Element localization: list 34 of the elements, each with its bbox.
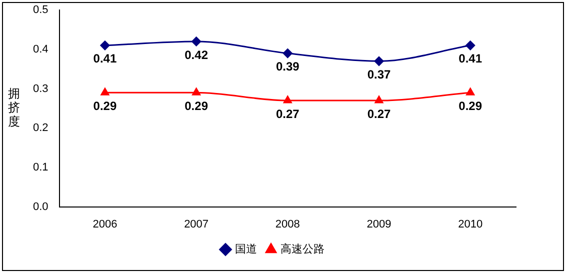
y-tick-label: 0.4 [32, 43, 48, 56]
point [192, 36, 202, 46]
y-tick-label: 0.0 [32, 200, 48, 213]
x-tick-label: 2008 [275, 218, 300, 230]
x-tick-label: 2010 [458, 218, 483, 230]
data-label: 0.37 [367, 67, 391, 82]
y-tick-label: 0.2 [32, 122, 48, 134]
y-axis-title: 拥挤度 [8, 86, 20, 129]
data-label: 0.39 [276, 60, 300, 74]
data-label: 0.42 [184, 48, 208, 62]
data-label: 0.41 [458, 52, 482, 66]
x-tick-label: 2006 [92, 218, 118, 230]
y-tick-label: 0.5 [32, 4, 48, 16]
point [374, 56, 384, 66]
y-tick-label: 0.3 [32, 82, 48, 95]
data-label: 0.27 [367, 106, 391, 121]
data-label: 0.29 [93, 98, 117, 113]
data-label: 0.41 [93, 52, 117, 66]
point [374, 96, 384, 104]
point [282, 48, 292, 58]
point [466, 40, 476, 50]
point [100, 40, 110, 50]
point [283, 96, 292, 104]
data-label: 0.27 [276, 106, 300, 121]
legend-label: 高速公路 [280, 242, 324, 256]
point [100, 88, 110, 96]
data-label: 0.29 [458, 98, 482, 113]
x-tick-label: 2009 [366, 218, 392, 230]
x-tick-label: 2007 [184, 218, 209, 230]
data-label: 0.29 [184, 98, 208, 113]
point [466, 88, 475, 96]
legend-label: 国道 [235, 244, 257, 256]
point [192, 88, 201, 96]
y-tick-label: 0.1 [32, 161, 48, 174]
